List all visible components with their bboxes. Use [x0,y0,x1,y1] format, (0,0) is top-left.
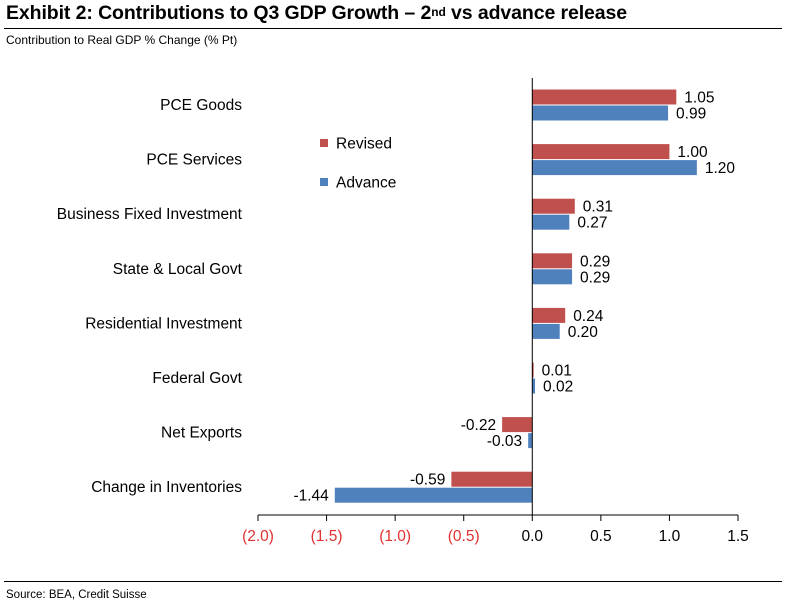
x-tick-label: (1.0) [379,528,411,545]
data-label: 0.02 [543,379,573,396]
title-tail: vs advance release [445,2,628,24]
legend-label: Revised [336,136,392,153]
data-label: 0.24 [573,308,604,325]
bar-revised [532,307,566,323]
bar-advance [532,323,560,339]
title-main: Exhibit 2: Contributions to Q3 GDP Growt… [6,2,432,24]
bar-chart: PCE Goods PCE Services Business Fixed Inve… [57,78,749,545]
data-label: -0.59 [410,472,445,489]
bar-revised [532,144,670,160]
bar-advance [532,160,697,176]
legend-swatch [320,139,328,147]
bar-revised [532,253,573,269]
category-label: PCE Goods [160,97,242,114]
x-tick-label: (0.5) [448,528,480,545]
category-label: Business Fixed Investment [57,206,243,223]
data-label: -0.22 [461,417,496,434]
category-label: State & Local Govt [113,261,243,278]
title-rule [4,28,782,29]
x-tick-label: 0.5 [590,528,612,545]
bar-advance [532,378,536,394]
source-note: Source: BEA, Credit Suisse [6,589,147,601]
category-label: Residential Investment [85,315,242,332]
category-label: Net Exports [161,425,242,442]
bar-revised [532,362,534,378]
data-label: 0.29 [580,269,610,286]
x-tick-label: 1.0 [659,528,681,545]
bar-advance [532,214,570,230]
data-label: 0.20 [568,324,599,341]
category-label: Federal Govt [152,370,242,387]
data-label: 0.31 [583,199,613,216]
title-superscript: nd [431,5,446,19]
x-tick-label: (2.0) [242,528,274,545]
x-tick-label: (1.5) [311,528,343,545]
data-label: 1.05 [684,90,714,107]
legend-label: Advance [336,175,396,192]
bar-revised [451,471,533,487]
data-label: 1.20 [705,160,736,177]
category-label: Change in Inventories [91,479,242,496]
bar-advance [528,433,533,449]
data-label: 0.99 [676,106,706,123]
chart-subtitle: Contribution to Real GDP % Change (% Pt) [6,33,238,47]
bar-revised [532,198,575,214]
data-label: 0.27 [577,215,607,232]
data-label: -1.44 [293,488,329,505]
chart-title: Exhibit 2: Contributions to Q3 GDP Growt… [6,2,627,25]
bar-advance [532,269,573,285]
category-label: PCE Services [146,152,242,169]
bar-revised [502,417,533,433]
x-tick-label: 0.0 [522,528,544,545]
data-label: 0.29 [580,253,610,270]
data-label: 1.00 [677,144,708,161]
bar-advance [334,487,533,503]
legend-swatch [320,178,328,186]
data-label: -0.03 [487,433,522,450]
bar-revised [532,89,677,105]
footer-rule [4,581,782,582]
data-label: 0.01 [542,363,572,380]
x-tick-label: 1.5 [727,528,749,545]
bar-advance [532,105,669,121]
